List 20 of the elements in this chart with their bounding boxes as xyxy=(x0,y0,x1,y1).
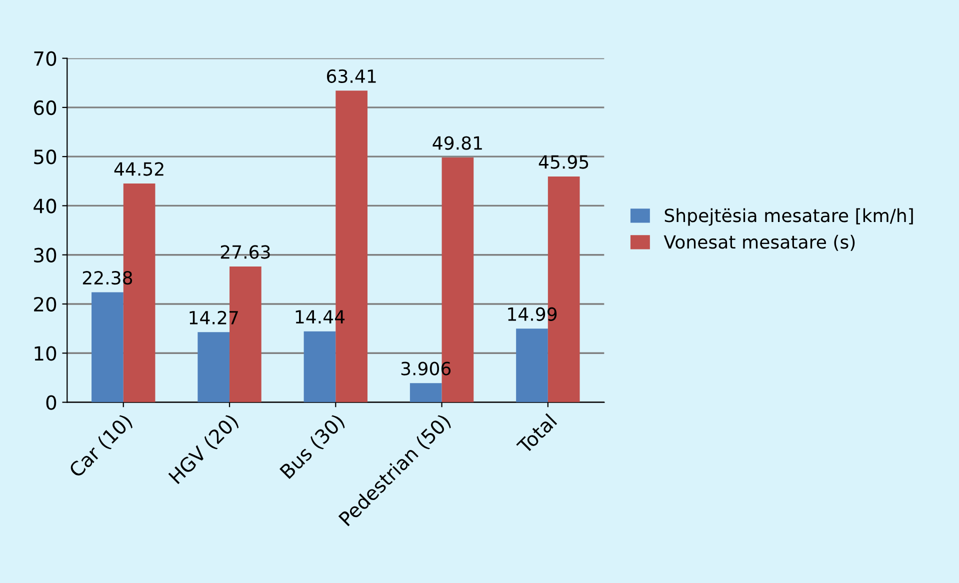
data-label: 63.41 xyxy=(326,69,376,84)
y-tick-label: 30 xyxy=(34,248,56,263)
y-tick-label: 50 xyxy=(34,150,56,164)
bar xyxy=(92,292,124,402)
data-label: 45.95 xyxy=(538,155,588,169)
bar xyxy=(410,383,442,402)
legend-label: Vonesat mesatare (s) xyxy=(664,234,855,251)
y-tick-label: 60 xyxy=(34,100,56,116)
y-tick-label: 20 xyxy=(34,296,56,312)
legend-label: Shpejtësia mesatare [km/h] xyxy=(664,208,913,226)
data-label: 49.81 xyxy=(432,136,482,150)
y-tick-label: 10 xyxy=(34,346,56,361)
bar xyxy=(198,332,230,402)
bar xyxy=(516,328,548,402)
bar xyxy=(304,331,336,402)
y-tick-label: 70 xyxy=(34,51,56,66)
data-label: 44.52 xyxy=(114,162,164,176)
data-label: 27.63 xyxy=(220,245,270,259)
y-tick-label: 0 xyxy=(46,395,56,410)
y-tick-label: 40 xyxy=(34,198,56,214)
